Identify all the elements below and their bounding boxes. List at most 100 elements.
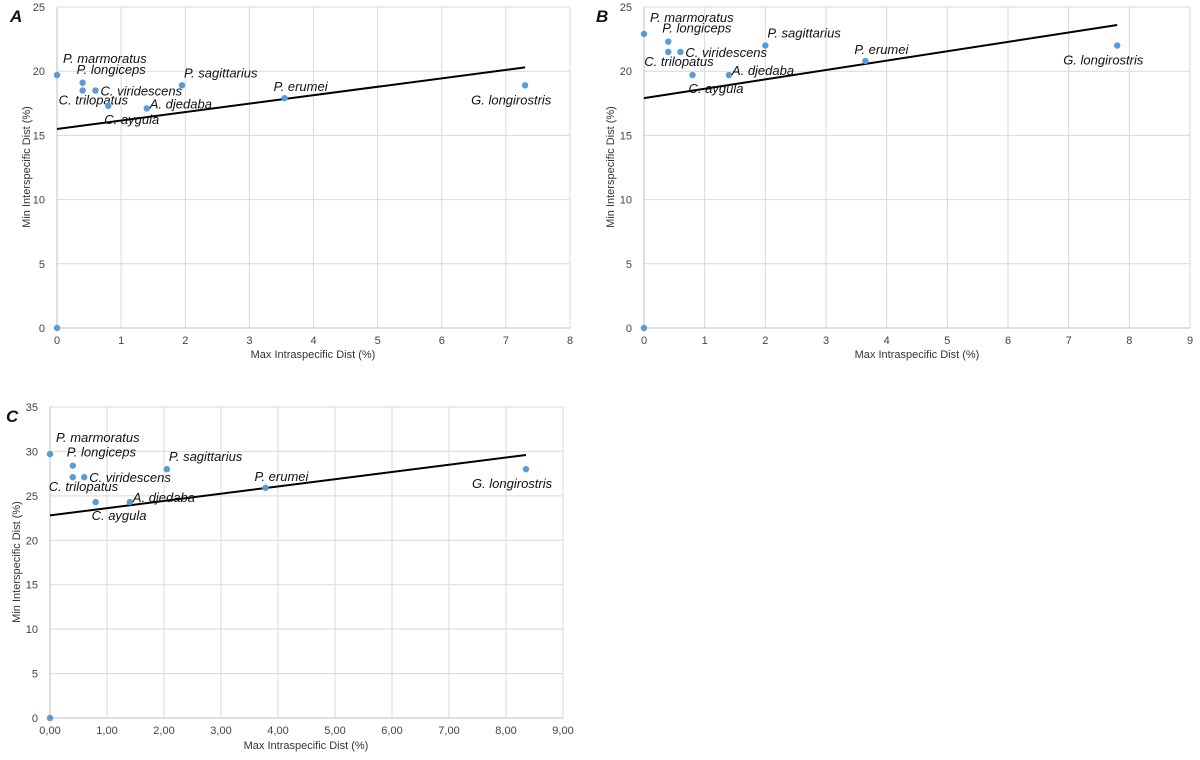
data-label: C. aygula	[92, 508, 147, 523]
data-label: P. erumei	[274, 79, 329, 94]
data-point	[79, 87, 86, 94]
x-tick-label: 2	[762, 335, 768, 347]
data-label: C. trilopatus	[59, 92, 129, 107]
x-axis-title: Max Intraspecific Dist (%)	[251, 349, 376, 361]
data-point	[640, 324, 648, 332]
y-tick-label: 20	[26, 535, 38, 547]
x-axis-title: Max Intraspecific Dist (%)	[244, 740, 369, 752]
y-tick-label: 5	[39, 259, 45, 271]
data-point	[92, 87, 99, 94]
y-axis-title: Min Interspecific Dist (%)	[605, 106, 617, 228]
data-point	[126, 498, 133, 506]
x-tick-label: 3	[246, 335, 252, 347]
data-point	[521, 82, 529, 89]
x-tick-label: 6	[1005, 335, 1011, 347]
y-tick-label: 10	[33, 195, 45, 207]
x-tick-label: 4,00	[267, 725, 288, 737]
data-point	[725, 71, 733, 79]
y-tick-label: 35	[26, 402, 38, 414]
data-label: P. marmoratus	[650, 10, 734, 25]
data-point	[522, 466, 530, 473]
x-tick-label: 5,00	[324, 725, 345, 737]
data-label: P. longiceps	[662, 21, 732, 36]
data-point	[281, 94, 288, 102]
data-label: G. longirostris	[472, 476, 553, 491]
data-point	[69, 473, 77, 481]
data-point	[143, 105, 150, 112]
x-tick-label: 0	[641, 335, 647, 347]
y-tick-label: 0	[32, 713, 38, 725]
trendline	[49, 453, 527, 517]
panel-letter: C	[6, 407, 19, 426]
x-tick-label: 2,00	[153, 725, 174, 737]
panel-letter: A	[9, 7, 22, 26]
y-tick-label: 20	[33, 66, 45, 78]
y-tick-label: 25	[33, 2, 45, 14]
data-point	[79, 79, 86, 86]
y-tick-label: 10	[26, 624, 38, 636]
data-label: A. djedaba	[132, 490, 195, 505]
x-tick-label: 0,00	[39, 725, 60, 737]
x-tick-label: 6,00	[381, 725, 402, 737]
data-point	[69, 462, 77, 469]
data-point	[262, 484, 269, 492]
y-axis-title: Min Interspecific Dist (%)	[21, 106, 33, 228]
x-tick-label: 6	[439, 335, 445, 347]
data-point	[92, 498, 99, 506]
data-label: P. erumei	[854, 42, 909, 57]
x-tick-label: 8	[1126, 335, 1132, 347]
x-tick-label: 9,00	[552, 725, 573, 737]
x-tick-label: 1	[118, 335, 124, 347]
data-label: P. erumei	[254, 469, 309, 484]
chart-panel-a: 0 1 2 3 4 5 6 7 8 0 5 10 15 20 25 Max Intraspecific Dis…	[9, 2, 573, 361]
x-tick-label: 3,00	[210, 725, 231, 737]
data-label: C. viridescens	[89, 470, 171, 485]
x-tick-label: 4	[884, 335, 890, 347]
data-point	[640, 30, 648, 38]
x-axis-title: Max Intraspecific Dist (%)	[855, 349, 980, 361]
trendline	[56, 66, 526, 130]
data-label: G. longirostris	[1063, 53, 1144, 68]
y-tick-label: 30	[26, 446, 38, 458]
y-tick-label: 5	[32, 669, 38, 681]
y-tick-label: 15	[26, 580, 38, 592]
data-point	[677, 48, 684, 56]
data-label: P. sagittarius	[184, 65, 258, 80]
x-tick-label: 1	[702, 335, 708, 347]
data-point	[46, 714, 54, 722]
x-tick-label: 5	[375, 335, 381, 347]
data-point	[81, 473, 88, 481]
data-label: P. marmoratus	[63, 51, 147, 66]
y-tick-label: 10	[620, 195, 632, 207]
y-tick-label: 5	[626, 259, 632, 271]
data-label: C. viridescens	[685, 45, 767, 60]
x-tick-label: 4	[310, 335, 316, 347]
data-label: A. djedaba	[149, 96, 212, 111]
data-label: P. longiceps	[77, 62, 147, 77]
data-label: C. trilopatus	[644, 54, 714, 69]
data-point	[178, 82, 186, 89]
y-tick-label: 0	[39, 323, 45, 335]
chart-panel-b: 0 1 2 3 4 5 6 7 8 9 0 5 10 15 20 25 Max Intraspecific Di…	[596, 2, 1193, 361]
y-tick-label: 15	[620, 130, 632, 142]
data-label: G. longirostris	[471, 92, 552, 107]
x-tick-label: 3	[823, 335, 829, 347]
y-tick-label: 0	[626, 323, 632, 335]
data-label: P. longiceps	[67, 445, 137, 460]
data-point	[46, 450, 54, 458]
data-point	[762, 42, 769, 49]
trendline	[643, 23, 1118, 100]
data-label: C. viridescens	[100, 83, 182, 98]
data-point	[105, 102, 112, 110]
data-point	[665, 38, 672, 45]
data-point	[1114, 42, 1121, 49]
y-tick-label: 20	[620, 66, 632, 78]
y-tick-label: 25	[26, 491, 38, 503]
data-label: P. sagittarius	[767, 26, 841, 41]
x-tick-label: 8,00	[495, 725, 516, 737]
data-label: C. aygula	[689, 81, 744, 96]
data-label: P. sagittarius	[169, 449, 243, 464]
data-point	[689, 71, 696, 79]
x-tick-label: 8	[567, 335, 573, 347]
